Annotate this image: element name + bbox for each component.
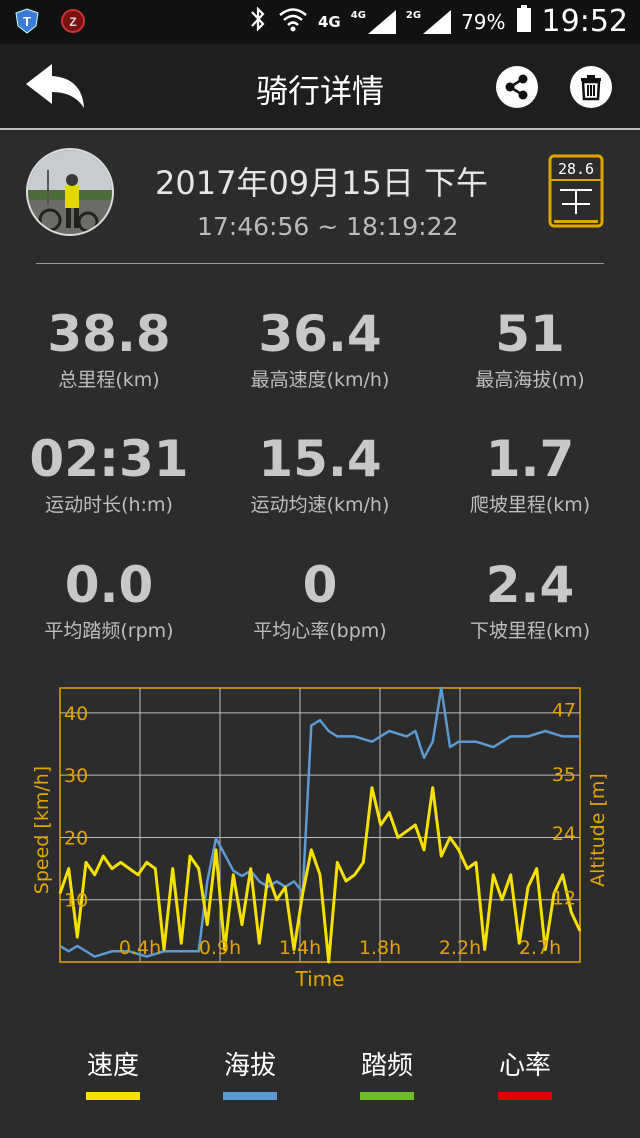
x-tick-label: 1.4h: [279, 937, 321, 959]
stat-descent-distance: 2.4 下坡里程(km): [469, 556, 591, 642]
status-bar: T Z 4G 4G 2G 79% 19:52: [0, 0, 640, 44]
stat-avg-cadence: 0.0 平均踏频(rpm): [44, 556, 174, 642]
x-tick-label: 0.4h: [119, 937, 161, 959]
back-arrow-icon: [26, 64, 84, 108]
x-axis-label: Time: [295, 967, 345, 991]
legend-speed-swatch: [86, 1092, 140, 1100]
legend-altitude-swatch: [223, 1092, 277, 1100]
chart-frame: [59, 687, 581, 963]
avatar-photo-icon: [28, 150, 112, 234]
y2-tick-label: 35: [552, 764, 576, 786]
stat-avg-heart-rate: 0 平均心率(bpm): [253, 556, 387, 642]
signal-icon-4g: 4G: [351, 9, 396, 34]
y-tick-label: 30: [64, 765, 88, 787]
header-divider: [36, 263, 604, 264]
legend-altitude[interactable]: 海拔: [195, 1045, 305, 1100]
y-axis-label: Speed [km/h]: [31, 766, 53, 894]
y2-tick-label: 24: [552, 823, 576, 845]
x-tick-label: 2.2h: [439, 937, 481, 959]
x-tick-label: 1.8h: [359, 937, 401, 959]
series-line-speed: [58, 786, 582, 964]
stat-avg-speed: 15.4 运动均速(km/h): [250, 430, 390, 516]
z-app-icon: Z: [60, 8, 86, 34]
x-tick-label: 2.7h: [519, 937, 561, 959]
clock: 19:52: [541, 4, 628, 39]
chart-series: [58, 686, 582, 964]
signal-icon-2g: 2G: [406, 9, 452, 34]
x-tick-label: 0.9h: [199, 937, 241, 959]
battery-icon: [516, 4, 532, 39]
avatar[interactable]: [26, 148, 114, 236]
stat-max-altitude: 51 最高海拔(m): [475, 305, 585, 391]
stat-duration: 02:31 运动时长(h:m): [29, 430, 189, 516]
back-button[interactable]: [24, 62, 88, 112]
legend-heart-rate[interactable]: 心率: [470, 1045, 580, 1100]
ride-chart-svg: 40 30 20 10 47 35 24 12 0.4h 0.9h 1.4h 1.8h 2.2h 2.7h…: [31, 686, 609, 991]
y2-tick-label: 12: [552, 888, 576, 910]
y-tick-label: 20: [64, 827, 88, 849]
title-bar: 骑行详情: [0, 44, 640, 130]
stat-max-speed: 36.4 最高速度(km/h): [250, 305, 390, 391]
legend-cadence-swatch: [360, 1092, 414, 1100]
stat-total-distance: 38.8 总里程(km): [47, 305, 171, 391]
ride-date: 2017年09月15日 下午: [155, 164, 489, 202]
page-title: 骑行详情: [255, 72, 384, 110]
series-line-altitude: [59, 686, 580, 958]
y2-tick-label: 47: [552, 699, 576, 721]
bike-computer-icon: 28.6: [548, 154, 604, 228]
bike-computer-button[interactable]: 28.6: [548, 154, 604, 230]
battery-percent: 79%: [461, 9, 506, 34]
bluetooth-icon: [248, 5, 268, 39]
svg-text:Z: Z: [69, 15, 76, 29]
legend-heart-rate-swatch: [498, 1092, 552, 1100]
wifi-icon: [278, 6, 308, 38]
ride-time-range: 17:46:56 ~ 18:19:22: [197, 212, 459, 241]
stat-climb-distance: 1.7 爬坡里程(km): [469, 430, 591, 516]
network-type-4g: 4G: [317, 12, 341, 31]
chart-grid: [59, 687, 581, 963]
share-icon: [505, 74, 528, 100]
chart-ticks: 40 30 20 10 47 35 24 12 0.4h 0.9h 1.4h 1.8h 2.2h 2.7h: [64, 699, 576, 959]
delete-button[interactable]: [570, 66, 612, 108]
share-button[interactable]: [496, 66, 538, 108]
legend-speed[interactable]: 速度: [58, 1045, 168, 1100]
y-tick-label: 10: [64, 890, 88, 912]
trash-icon: [581, 75, 601, 101]
y-tick-label: 40: [64, 703, 88, 725]
svg-text:T: T: [23, 14, 31, 29]
shield-app-icon: T: [14, 8, 40, 34]
ride-chart[interactable]: 40 30 20 10 47 35 24 12 0.4h 0.9h 1.4h 1.8h 2.2h 2.7h…: [0, 680, 640, 1000]
device-display-value: 28.6: [558, 160, 594, 178]
legend-cadence[interactable]: 踏频: [332, 1045, 442, 1100]
y2-axis-label: Altitude [m]: [587, 773, 609, 887]
